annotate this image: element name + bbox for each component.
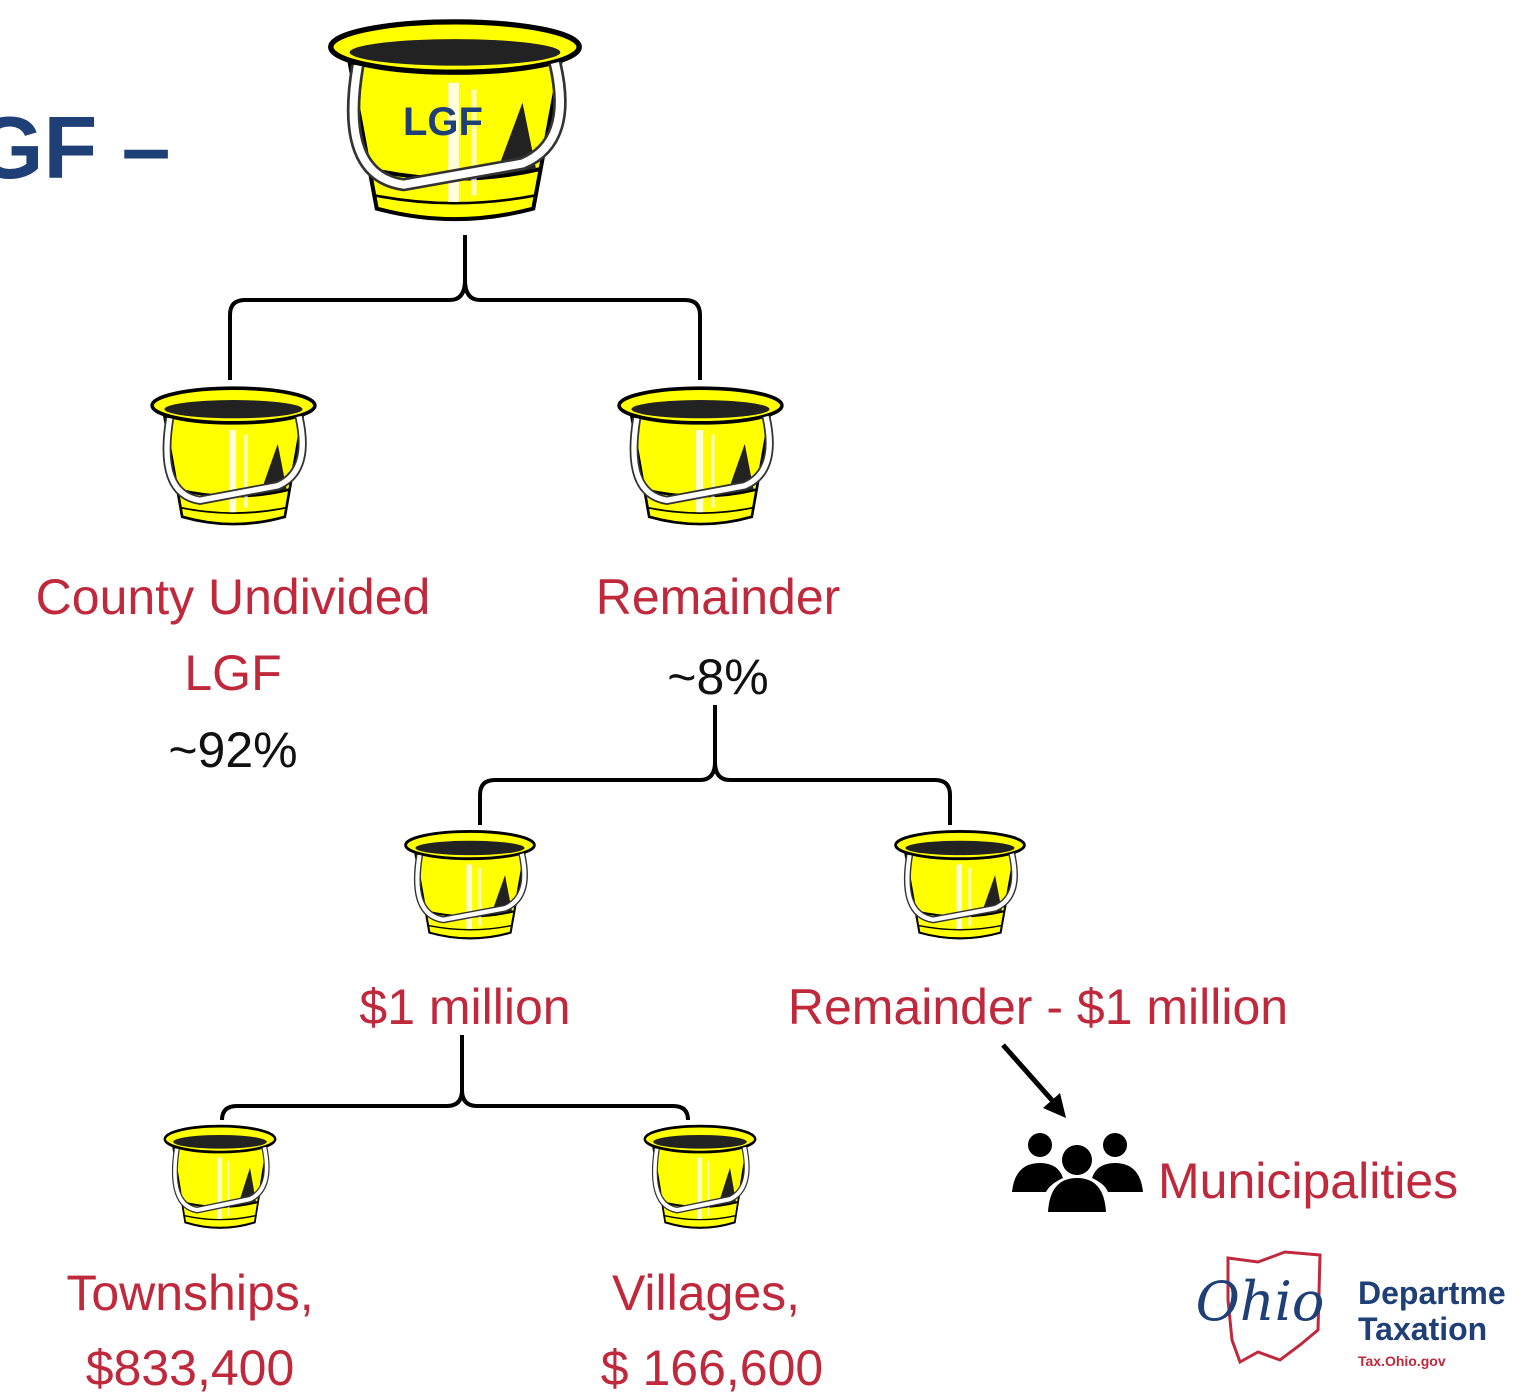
logo-url: Tax.Ohio.gov: [1358, 1353, 1446, 1369]
connector: [478, 705, 952, 825]
node-label: Villages,: [612, 1265, 800, 1321]
root-label: LGF: [403, 100, 483, 144]
node-label: $1 million: [359, 979, 570, 1035]
title: GF –: [0, 98, 171, 197]
people-icon: [1012, 1133, 1143, 1212]
node-label: Remainder: [596, 569, 841, 625]
bucket: [406, 831, 535, 938]
bucket: [645, 1126, 755, 1228]
logo-script: Ohio: [1196, 1270, 1325, 1333]
arrow: [1001, 1043, 1060, 1109]
bucket: [896, 831, 1025, 938]
logo-line: Taxation: [1358, 1311, 1487, 1347]
connector: [220, 1035, 690, 1121]
arrow-head: [1043, 1093, 1066, 1118]
node-share: ~92%: [168, 722, 297, 778]
node-label: LGF: [184, 645, 281, 701]
node-label: Remainder - $1 million: [788, 979, 1288, 1035]
node-label: County Undivided: [36, 569, 431, 625]
connector: [228, 235, 702, 380]
recipient: Municipalities: [1158, 1153, 1458, 1209]
bucket: [619, 388, 782, 524]
logo: Ohio Departme Taxation Tax.Ohio.gov: [1196, 1250, 1506, 1369]
bucket: [152, 388, 315, 524]
bucket: [165, 1126, 275, 1228]
node-share: ~8%: [667, 649, 768, 705]
node-label: Townships,: [66, 1265, 313, 1321]
logo-line: Departme: [1358, 1275, 1506, 1311]
node-label: $833,400: [86, 1340, 295, 1396]
node-label: $ 166,600: [601, 1340, 823, 1396]
